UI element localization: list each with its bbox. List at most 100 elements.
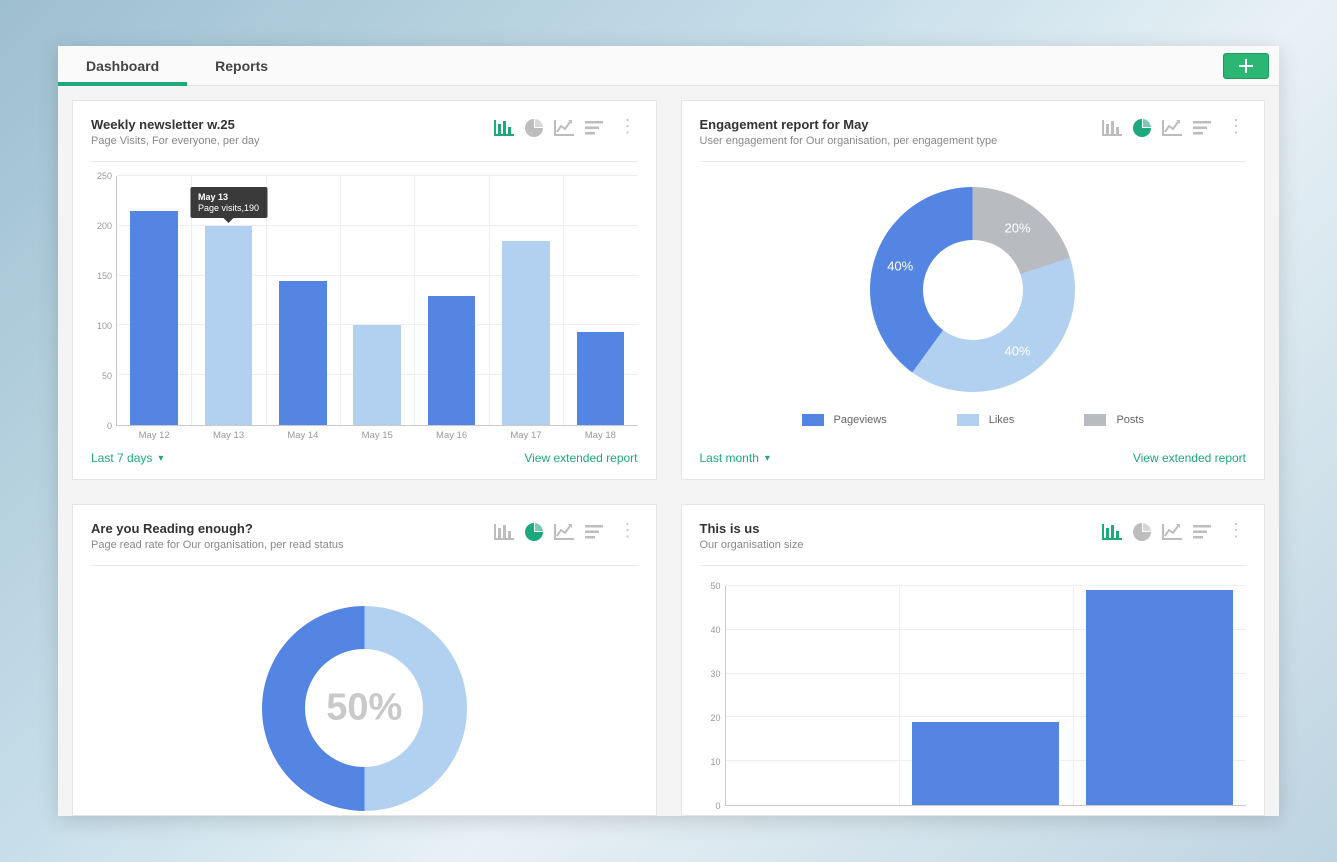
bar-chart: 01020304050	[700, 586, 1247, 806]
card-title: Engagement report for May	[700, 117, 1102, 132]
more-menu-icon[interactable]: ⋮	[1227, 117, 1246, 135]
x-label: May 14	[266, 430, 340, 441]
chart-bar[interactable]	[279, 281, 327, 425]
chart-tooltip: May 13Page visits,190	[190, 187, 267, 218]
chart-bar[interactable]	[353, 325, 401, 425]
app-shell: Dashboard Reports Weekly newsletter w.25…	[58, 46, 1279, 816]
x-label: May 12	[117, 430, 191, 441]
more-menu-icon[interactable]: ⋮	[619, 521, 638, 539]
bar-chart: 050100150200250May 13Page visits,190	[91, 176, 638, 426]
x-label: May 18	[563, 430, 637, 441]
card-header: Are you Reading enough? Page read rate f…	[91, 521, 638, 551]
card-reading-enough: Are you Reading enough? Page read rate f…	[72, 504, 657, 816]
legend-item[interactable]: Pageviews	[802, 414, 887, 426]
bar-chart-icon[interactable]	[493, 521, 515, 543]
pie-chart-icon[interactable]	[523, 521, 545, 543]
card-footer: Last 7 days ▾ View extended report	[91, 451, 638, 465]
donut-ring[interactable]: 50%	[262, 606, 467, 811]
bar-slot	[117, 176, 191, 425]
list-icon[interactable]	[1191, 117, 1213, 139]
y-tick: 10	[710, 757, 720, 767]
donut-chart: 20% 40% 40% Pageviews Likes Posts	[700, 162, 1247, 441]
chart-type-switcher	[1101, 521, 1213, 543]
bar-chart-icon[interactable]	[493, 117, 515, 139]
chart-bar[interactable]	[1086, 590, 1233, 805]
legend-label: Pageviews	[834, 414, 887, 426]
donut-chart: 50%	[91, 566, 638, 816]
chart-type-switcher	[1101, 117, 1213, 139]
chart-bar[interactable]	[577, 332, 625, 425]
card-subtitle: Page Visits, For everyone, per day	[91, 135, 493, 147]
bar-slot	[489, 176, 563, 425]
chart-bar[interactable]	[130, 211, 178, 425]
card-header: This is us Our organisation size ⋮	[700, 521, 1247, 551]
view-extended-report-link[interactable]: View extended report	[524, 451, 637, 465]
line-chart-icon[interactable]	[553, 117, 575, 139]
bar-slot	[266, 176, 340, 425]
plot-area	[726, 586, 1247, 806]
card-titles: Weekly newsletter w.25 Page Visits, For …	[91, 117, 493, 147]
more-menu-icon[interactable]: ⋮	[619, 117, 638, 135]
topbar: Dashboard Reports	[58, 46, 1279, 86]
chevron-down-icon: ▾	[765, 453, 770, 464]
x-label: May 17	[489, 430, 563, 441]
dashboard-grid: Weekly newsletter w.25 Page Visits, For …	[58, 86, 1279, 816]
chart-legend: Pageviews Likes Posts	[802, 414, 1144, 426]
card-titles: Are you Reading enough? Page read rate f…	[91, 521, 493, 551]
line-chart-icon[interactable]	[1161, 117, 1183, 139]
add-button[interactable]	[1223, 53, 1269, 79]
slice-label: 20%	[1005, 220, 1031, 235]
tab-dashboard[interactable]: Dashboard	[58, 46, 187, 85]
bar-chart-icon[interactable]	[1101, 521, 1123, 543]
bar-slot	[563, 176, 637, 425]
legend-item[interactable]: Likes	[957, 414, 1015, 426]
y-tick: 30	[710, 669, 720, 679]
chart-bar[interactable]	[428, 296, 476, 425]
date-range-selector[interactable]: Last 7 days ▾	[91, 451, 163, 465]
x-axis-labels: May 12May 13May 14May 15May 16May 17May …	[117, 430, 638, 441]
line-chart-icon[interactable]	[1161, 521, 1183, 543]
donut-ring[interactable]: 20% 40% 40%	[870, 187, 1075, 392]
pie-chart-icon[interactable]	[523, 117, 545, 139]
plot-area: May 13Page visits,190	[117, 176, 638, 426]
range-label: Last month	[700, 451, 759, 465]
date-range-selector[interactable]: Last month ▾	[700, 451, 770, 465]
list-icon[interactable]	[1191, 521, 1213, 543]
tooltip-title: May 13	[198, 192, 259, 202]
card-body: 20% 40% 40% Pageviews Likes Posts	[700, 162, 1247, 441]
y-axis: 01020304050	[700, 586, 726, 806]
x-label: May 13	[191, 430, 265, 441]
chart-bar[interactable]	[912, 722, 1059, 805]
list-icon[interactable]	[583, 521, 605, 543]
y-tick: 20	[710, 713, 720, 723]
slice-label: 40%	[1005, 344, 1031, 359]
plus-icon	[1239, 59, 1253, 73]
pie-chart-icon[interactable]	[1131, 117, 1153, 139]
range-label: Last 7 days	[91, 451, 152, 465]
line-chart-icon[interactable]	[553, 521, 575, 543]
chevron-down-icon: ▾	[158, 453, 163, 464]
chart-bar[interactable]	[502, 241, 550, 425]
bar-chart-icon[interactable]	[1101, 117, 1123, 139]
card-title: Weekly newsletter w.25	[91, 117, 493, 132]
tab-reports[interactable]: Reports	[187, 46, 296, 85]
card-subtitle: User engagement for Our organisation, pe…	[700, 135, 1102, 147]
pie-chart-icon[interactable]	[1131, 521, 1153, 543]
card-body: 50%	[91, 566, 638, 816]
card-body: 050100150200250May 13Page visits,190 May…	[91, 162, 638, 441]
donut-hole	[923, 240, 1023, 340]
chart-type-switcher	[493, 521, 605, 543]
view-extended-report-link[interactable]: View extended report	[1133, 451, 1246, 465]
link-label: View extended report	[1133, 451, 1246, 465]
tabs: Dashboard Reports	[58, 46, 296, 85]
list-icon[interactable]	[583, 117, 605, 139]
x-label: May 16	[414, 430, 488, 441]
card-engagement-report: Engagement report for May User engagemen…	[681, 100, 1266, 480]
more-menu-icon[interactable]: ⋮	[1227, 521, 1246, 539]
slice-label: 40%	[887, 258, 913, 273]
y-tick: 0	[107, 421, 112, 431]
card-titles: Engagement report for May User engagemen…	[700, 117, 1102, 147]
legend-item[interactable]: Posts	[1084, 414, 1144, 426]
chart-bar[interactable]	[205, 226, 253, 425]
legend-label: Posts	[1116, 414, 1144, 426]
